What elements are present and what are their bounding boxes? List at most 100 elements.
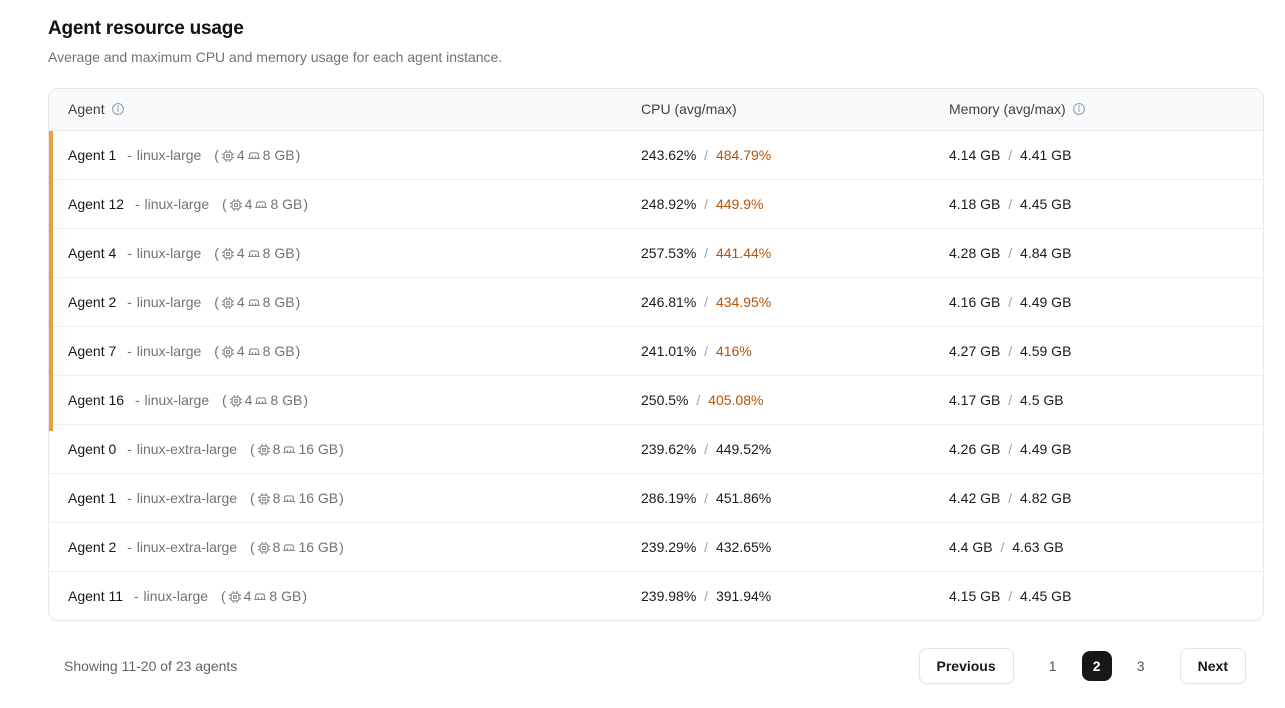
- memory-cell: 4.18 GB / 4.45 GB: [949, 178, 1263, 228]
- specs-open-paren: (: [214, 342, 219, 359]
- table-row: Agent 1 - linux-extra-large ( 8 16 GB ) …: [49, 472, 1263, 522]
- table-row: Agent 12 - linux-large ( 4 8 GB ) 248.92…: [49, 178, 1263, 228]
- memory-cell: 4.27 GB / 4.59 GB: [949, 325, 1263, 375]
- value-separator: /: [704, 538, 709, 555]
- page-number-1[interactable]: 1: [1048, 658, 1057, 674]
- agent-type-dash: -: [127, 244, 132, 261]
- agent-type-dash: -: [127, 440, 132, 457]
- agent-cell: Agent 0 - linux-extra-large ( 8 16 GB ): [49, 423, 641, 473]
- agent-name: Agent 7: [68, 342, 117, 359]
- agent-instance-type: linux-large: [136, 244, 202, 261]
- showing-count: Showing 11-20 of 23 agents: [64, 658, 238, 674]
- memory-avg-value: 4.27 GB: [949, 342, 1001, 359]
- cpu-avg-value: 243.62%: [641, 146, 697, 163]
- memory-size: 8 GB: [262, 342, 295, 359]
- value-separator: /: [1008, 587, 1013, 604]
- cpu-max-value: 391.94%: [715, 587, 772, 604]
- page: Agent resource usage Average and maximum…: [48, 18, 1264, 684]
- agent-type-dash: -: [133, 587, 139, 604]
- value-separator: /: [1008, 146, 1013, 163]
- cpu-count: 4: [236, 244, 245, 261]
- agent-name: Agent 16: [68, 391, 125, 408]
- previous-button[interactable]: Previous: [918, 648, 1014, 684]
- page-title: Agent resource usage: [48, 18, 244, 39]
- specs-open-paren: (: [249, 489, 255, 506]
- next-button[interactable]: Next: [1179, 648, 1246, 684]
- memory-max-value: 4.45 GB: [1020, 195, 1072, 212]
- agent-instance-type: linux-large: [136, 146, 202, 163]
- memory-icon: [247, 348, 260, 356]
- agent-specs: ( 8 16 GB ): [250, 539, 344, 555]
- cpu-max-value: 484.79%: [715, 146, 772, 163]
- page-number-2-active[interactable]: 2: [1081, 651, 1112, 681]
- info-icon[interactable]: [1072, 102, 1086, 116]
- memory-size: 16 GB: [298, 440, 339, 457]
- specs-close-paren: ): [303, 391, 309, 408]
- agent-instance-type: linux-extra-large: [136, 489, 238, 506]
- agent-specs: ( 4 8 GB ): [214, 294, 300, 310]
- agent-cell: Agent 16 - linux-large ( 4 8 GB ): [49, 374, 641, 424]
- value-separator: /: [1008, 440, 1013, 457]
- agent-name: Agent 2: [68, 293, 117, 310]
- memory-max-value: 4.84 GB: [1020, 244, 1072, 261]
- memory-size: 8 GB: [270, 195, 303, 212]
- cpu-cell: 257.53% / 441.44%: [641, 227, 949, 277]
- value-separator: /: [1008, 489, 1013, 506]
- memory-size: 8 GB: [270, 391, 303, 408]
- memory-icon: [283, 495, 296, 503]
- agent-name: Agent 4: [68, 244, 117, 261]
- memory-avg-value: 4.14 GB: [949, 146, 1001, 163]
- memory-icon: [247, 152, 260, 160]
- cpu-cell: 250.5% / 405.08%: [641, 374, 949, 424]
- cpu-icon: [257, 492, 270, 506]
- memory-cell: 4.4 GB / 4.63 GB: [949, 521, 1263, 571]
- agent-specs: ( 4 8 GB ): [221, 588, 307, 604]
- page-number-3[interactable]: 3: [1136, 658, 1145, 674]
- agent-cell: Agent 1 - linux-extra-large ( 8 16 GB ): [49, 472, 641, 522]
- specs-open-paren: (: [214, 293, 219, 310]
- memory-size: 8 GB: [262, 244, 295, 261]
- memory-max-value: 4.41 GB: [1020, 146, 1072, 163]
- specs-close-paren: ): [339, 538, 344, 555]
- cpu-max-value: 416%: [715, 342, 752, 359]
- cpu-cell: 241.01% / 416%: [641, 325, 949, 375]
- cpu-cell: 246.81% / 434.95%: [641, 276, 949, 326]
- cpu-icon: [221, 149, 235, 163]
- agent-usage-table: Agent CPU (avg/max) Memory (avg/max): [49, 89, 1263, 620]
- cpu-count: 4: [244, 391, 253, 408]
- agent-type-dash: -: [134, 391, 140, 408]
- cpu-max-value: 449.52%: [715, 440, 772, 457]
- memory-max-value: 4.49 GB: [1020, 293, 1072, 310]
- value-separator: /: [704, 342, 709, 359]
- agent-specs: ( 4 8 GB ): [222, 392, 308, 408]
- agent-cell: Agent 12 - linux-large ( 4 8 GB ): [49, 178, 641, 228]
- cpu-max-value: 449.9%: [715, 195, 764, 212]
- table-row: Agent 16 - linux-large ( 4 8 GB ) 250.5%…: [49, 374, 1263, 424]
- info-icon[interactable]: [111, 102, 125, 116]
- memory-size: 8 GB: [269, 587, 302, 604]
- cpu-icon: [229, 394, 242, 408]
- specs-open-paren: (: [222, 391, 227, 408]
- agent-instance-type: linux-extra-large: [136, 538, 238, 555]
- value-separator: /: [1008, 391, 1013, 408]
- memory-max-value: 4.45 GB: [1020, 587, 1072, 604]
- agent-cell: Agent 2 - linux-large ( 4 8 GB ): [49, 276, 641, 326]
- value-separator: /: [696, 391, 701, 408]
- cpu-avg-value: 257.53%: [641, 244, 697, 261]
- agent-cell: Agent 2 - linux-extra-large ( 8 16 GB ): [49, 521, 641, 571]
- specs-close-paren: ): [295, 146, 301, 163]
- memory-cell: 4.17 GB / 4.5 GB: [949, 374, 1263, 424]
- agent-cell: Agent 11 - linux-large ( 4 8 GB ): [49, 570, 641, 620]
- cpu-avg-value: 250.5%: [641, 391, 689, 408]
- memory-avg-value: 4.28 GB: [949, 244, 1001, 261]
- cpu-cell: 239.98% / 391.94%: [641, 570, 949, 620]
- cpu-icon: [221, 345, 235, 359]
- memory-avg-value: 4.15 GB: [949, 587, 1001, 604]
- cpu-icon: [228, 591, 241, 604]
- agent-name: Agent 11: [68, 587, 124, 604]
- specs-close-paren: ): [295, 244, 301, 261]
- cpu-avg-value: 241.01%: [641, 342, 697, 359]
- cpu-cell: 239.62% / 449.52%: [641, 423, 949, 473]
- cpu-max-value: 451.86%: [715, 489, 772, 506]
- agent-instance-type: linux-large: [136, 342, 202, 359]
